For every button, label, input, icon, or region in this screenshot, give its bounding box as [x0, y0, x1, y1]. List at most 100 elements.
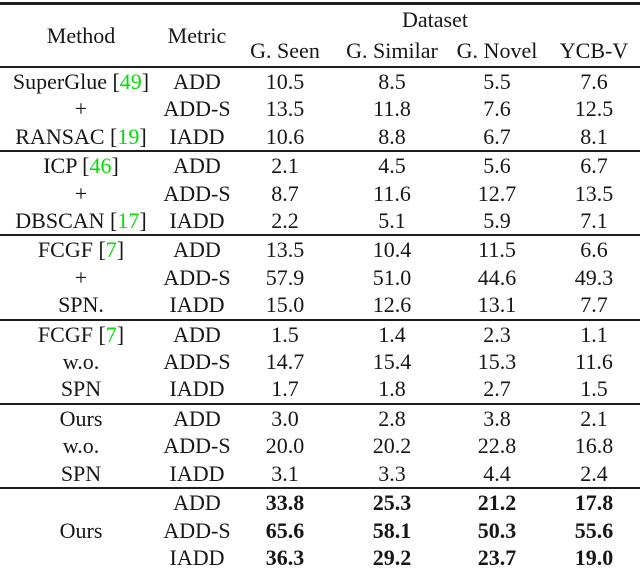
value-cell: 1.5 [580, 376, 608, 402]
value-cell: 50.3 [477, 517, 517, 543]
method-group-0: SuperGlue [49] ADD 10.5 8.5 5.5 7.6 + ADD-S 13.5… [0, 67, 640, 151]
dataset-group-header: Dataset [232, 4, 640, 35]
metric-cell: IADD [169, 460, 225, 486]
value-cell: 7.6 [580, 69, 608, 94]
method-cell-line: + [0, 95, 162, 122]
value-cell: 20.2 [372, 433, 412, 459]
value-cell: 10.5 [265, 69, 305, 94]
value-cell: 7.6 [483, 96, 511, 122]
value-cell: 7.7 [580, 292, 608, 318]
value-cell: 15.3 [477, 349, 517, 375]
value-cell: 22.8 [477, 433, 517, 459]
citation-number: 49 [119, 69, 142, 94]
metric-cell: ADD-S [163, 349, 231, 375]
value-cell: 21.2 [477, 490, 517, 516]
value-cell: 13.5 [265, 237, 305, 263]
method-group-4: Ours ADD 3.0 2.8 3.8 2.1 w.o. ADD-S 20.0 20.2 22.8… [0, 403, 640, 488]
metric-cell: ADD-S [163, 264, 231, 290]
method-text: ICP [ [43, 153, 90, 179]
value-cell: 5.1 [378, 208, 406, 234]
value-cell: 57.9 [265, 264, 305, 290]
metric-cell: IADD [169, 544, 225, 570]
method-cell-line: SPN [0, 460, 162, 488]
citation-number: 19 [117, 123, 140, 149]
method-text: DBSCAN [ [15, 208, 118, 234]
metric-cell: IADD [169, 376, 225, 402]
method-text: + [74, 264, 88, 290]
value-cell: 3.0 [271, 405, 299, 431]
value-cell: 8.8 [378, 123, 406, 149]
value-cell: 2.4 [580, 460, 608, 486]
value-cell: 6.7 [483, 123, 511, 149]
value-cell: 8.7 [271, 180, 299, 206]
value-cell: 11.5 [478, 237, 516, 263]
dataset-group-label: Dataset [402, 6, 468, 32]
value-cell: 2.1 [271, 153, 299, 179]
value-cell: 1.1 [580, 321, 608, 347]
citation-number: 17 [117, 208, 140, 234]
method-cell-line: DBSCAN [17] [0, 207, 162, 235]
method-cell-line: FCGF [7] [0, 235, 162, 263]
value-cell: 10.4 [372, 237, 412, 263]
table-row: RANSAC [19] IADD 10.6 8.8 6.7 8.1 [0, 123, 640, 151]
value-cell: 5.9 [483, 208, 511, 234]
method-cell-line: ICP [46] [0, 151, 162, 179]
dataset-group-rule: Dataset [239, 5, 632, 35]
value-cell: 16.8 [574, 433, 614, 459]
citation-number: 7 [105, 321, 117, 347]
value-cell: 4.4 [483, 460, 511, 486]
column-header-ycb-v: YCB-V [548, 35, 640, 68]
value-cell: 49.3 [574, 264, 614, 290]
table-row: SPN IADD 3.1 3.3 4.4 2.4 [0, 460, 640, 488]
value-cell: 11.6 [575, 349, 613, 375]
value-cell: 4.5 [378, 153, 406, 179]
method-group-2: FCGF [7] ADD 13.5 10.4 11.5 6.6 + ADD-S 57.9 51.0… [0, 235, 640, 319]
value-cell: 15.4 [372, 349, 412, 375]
value-cell: 20.0 [265, 433, 305, 459]
value-cell: 11.8 [373, 96, 411, 122]
value-cell: 13.1 [477, 292, 517, 318]
value-cell: 36.3 [265, 544, 305, 570]
table-row: w.o. ADD-S 20.0 20.2 22.8 16.8 [0, 432, 640, 459]
column-header-g-novel: G. Novel [446, 35, 548, 68]
table-row: + ADD-S 13.5 11.8 7.6 12.5 [0, 95, 640, 122]
value-cell: 55.6 [574, 517, 614, 543]
value-cell: 51.0 [372, 264, 412, 290]
method-text: + [74, 180, 88, 206]
value-cell: 2.1 [580, 405, 608, 431]
method-text: + [74, 96, 88, 122]
value-cell: 10.6 [265, 123, 305, 149]
value-cell: 29.2 [372, 544, 412, 570]
metric-cell: ADD-S [163, 433, 231, 459]
value-cell: 2.7 [483, 376, 511, 402]
value-cell: 23.7 [477, 544, 517, 570]
method-cell-line: RANSAC [19] [0, 123, 162, 151]
value-cell: 15.0 [265, 292, 305, 318]
value-cell: 33.8 [265, 490, 305, 516]
value-cell: 12.7 [477, 180, 517, 206]
metric-cell: ADD [173, 237, 221, 263]
value-cell: 12.5 [574, 96, 614, 122]
table-row: FCGF [7] ADD 1.5 1.4 2.3 1.1 [0, 320, 640, 348]
value-cell: 13.5 [574, 180, 614, 206]
table-row: ICP [46] ADD 2.1 4.5 5.6 6.7 [0, 151, 640, 179]
metric-cell: ADD-S [163, 96, 231, 122]
value-cell: 3.3 [378, 460, 406, 486]
value-cell: 17.8 [574, 490, 614, 516]
value-cell: 12.6 [372, 292, 412, 318]
method-text: Ours [59, 405, 103, 431]
metric-cell: IADD [169, 292, 225, 318]
metric-cell: IADD [169, 208, 225, 234]
method-text: ] [116, 237, 125, 263]
method-text: FCGF [ [37, 237, 106, 263]
metric-cell: ADD [173, 69, 221, 94]
table-row: ADD-S 65.6 58.1 50.3 55.6 [0, 517, 640, 544]
table-row: + ADD-S 57.9 51.0 44.6 49.3 [0, 264, 640, 291]
value-cell: 3.8 [483, 405, 511, 431]
method-text: SuperGlue [ [12, 69, 120, 94]
method-text: ] [139, 123, 147, 149]
value-cell: 25.3 [372, 490, 412, 516]
method-cell-line: SuperGlue [49] [0, 67, 162, 95]
method-group-5: Ours ADD 33.8 25.3 21.2 17.8 ADD-S 65.6 58.1 50.3… [0, 488, 640, 571]
